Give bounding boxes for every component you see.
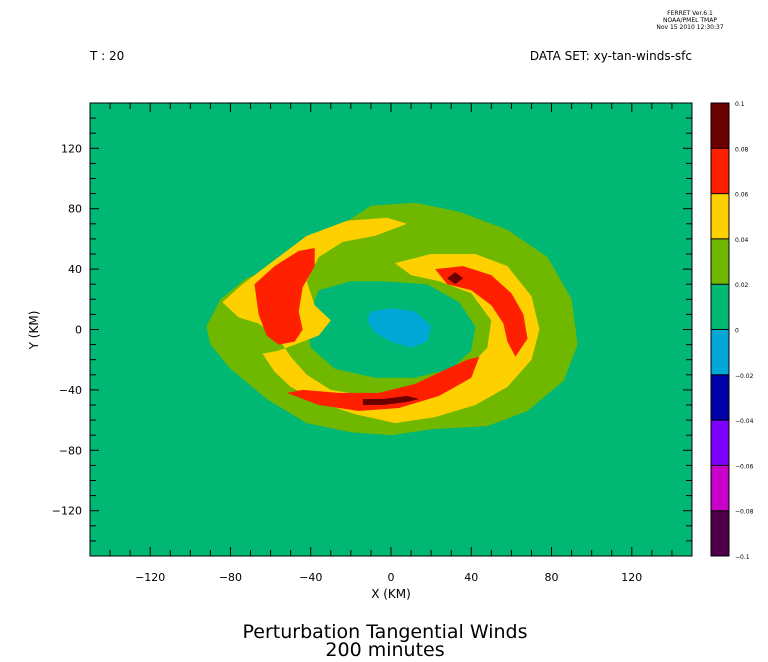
colorbar-swatch (711, 420, 729, 466)
x-tick-label: −40 (299, 571, 322, 584)
colorbar-label: 0.02 (735, 282, 749, 289)
colorbar-swatch (711, 465, 729, 511)
x-axis-label: X (KM) (371, 587, 411, 601)
x-tick-label: −120 (135, 571, 165, 584)
plot-area (89, 102, 693, 557)
software-line-3: Nov 15 2010 12:30:37 (656, 24, 723, 31)
colorbar-label: −0.04 (735, 418, 754, 425)
colorbar-label: −0.02 (735, 373, 754, 380)
colorbar-swatch (711, 103, 729, 149)
colorbar-swatch (711, 193, 729, 239)
colorbar-label: −0.08 (735, 509, 754, 516)
y-tick-label: −40 (59, 384, 82, 397)
software-line-1: FERRET Ver.6.1 (667, 10, 713, 17)
colorbar-swatch (711, 238, 729, 285)
y-tick-label: 80 (68, 203, 82, 216)
y-tick-label: 120 (61, 142, 82, 155)
colorbar-label: 0.04 (735, 237, 749, 244)
x-tick-label: 0 (388, 571, 395, 584)
x-tick-label: 120 (621, 571, 642, 584)
colorbar-label: −0.1 (735, 554, 750, 561)
contour-region-4 (435, 266, 528, 357)
colorbar-swatch (711, 284, 729, 330)
software-line-2: NOAA/PMEL TMAP (663, 17, 717, 24)
colorbar: −0.1 −0.08 −0.06 −0.04 −0.02 0 0.02 0.04 0.06 0.0… (710, 101, 754, 561)
colorbar-label: 0.1 (735, 101, 745, 108)
y-tick-label: −80 (59, 444, 82, 457)
colorbar-swatch (711, 329, 729, 375)
time-label: T : 20 (89, 49, 124, 63)
contour-region-5 (286, 356, 480, 411)
y-axis-label: Y (KM) (27, 311, 41, 351)
colorbar-swatch (711, 148, 729, 194)
colorbar-label: 0.08 (735, 146, 749, 153)
x-tick-label: 80 (545, 571, 559, 584)
y-tick-label: −120 (52, 505, 82, 518)
colorbar-label: 0.06 (735, 192, 749, 199)
y-tick-label: 40 (68, 263, 82, 276)
colorbar-swatch (711, 374, 729, 421)
dataset-label: DATA SET: xy-tan-winds-sfc (530, 49, 692, 63)
y-axis: −120 −80 −40 0 40 80 120 (52, 117, 692, 542)
colorbar-swatch (711, 510, 729, 556)
contour-region-8 (362, 395, 420, 405)
contour-region-7 (447, 272, 464, 285)
x-tick-label: 40 (464, 571, 478, 584)
x-tick-label: −80 (219, 571, 242, 584)
contour-region-6 (366, 308, 432, 348)
chart-title: Perturbation Tangential Winds (243, 621, 528, 643)
chart-subtitle: 200 minutes (325, 639, 444, 661)
x-axis: −120 −80 −40 0 40 80 120 (109, 103, 673, 584)
y-tick-label: 0 (75, 324, 82, 337)
colorbar-label: 0 (735, 328, 739, 335)
contour-region-3 (254, 248, 315, 345)
colorbar-label: −0.06 (735, 463, 754, 470)
